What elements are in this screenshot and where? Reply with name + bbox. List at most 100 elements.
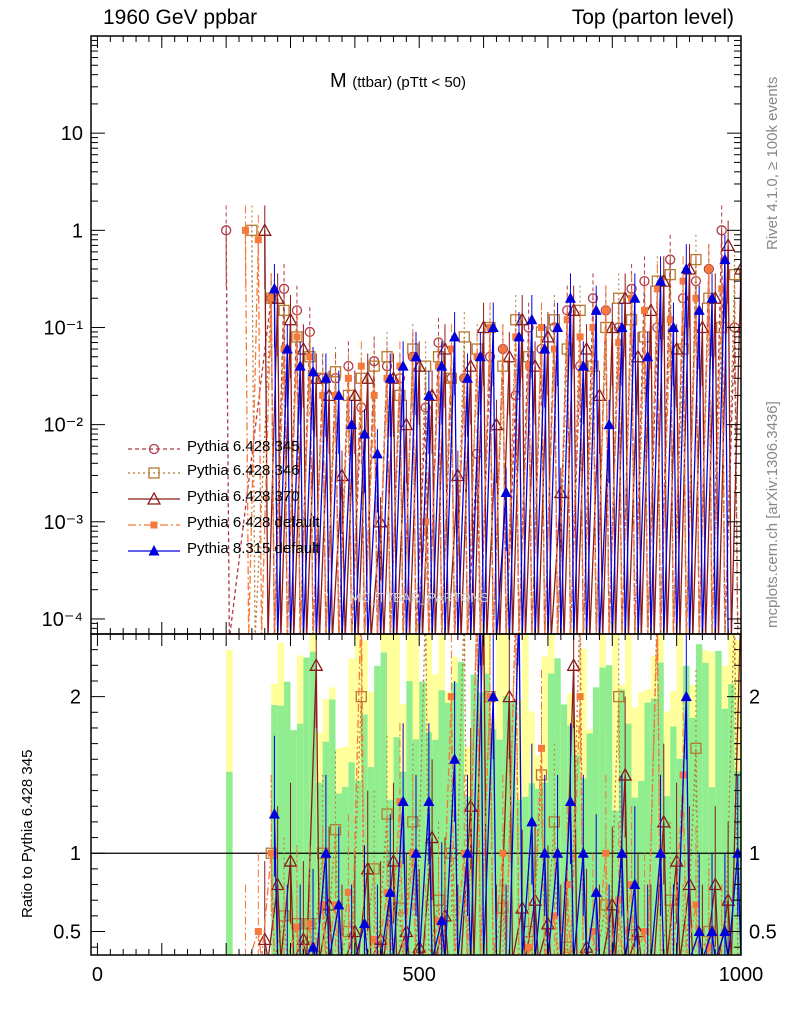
- data-point: [552, 321, 564, 332]
- data-point: [306, 353, 314, 361]
- ratio-data-point: [655, 847, 667, 858]
- y-tick-label: 10⁻⁴: [42, 609, 83, 631]
- data-point: [450, 468, 465, 482]
- band-inner: [599, 667, 606, 955]
- data-point: [474, 350, 486, 362]
- ratio-data-point: [267, 849, 275, 857]
- data-point: [268, 282, 280, 294]
- band-inner: [477, 692, 484, 955]
- data-point: [333, 389, 345, 400]
- data-point: [241, 226, 249, 234]
- legend-label: Pythia 6.428 346: [187, 462, 300, 479]
- data-point: [603, 418, 615, 430]
- ratio-data-point: [616, 847, 628, 858]
- band-inner: [547, 673, 555, 955]
- data-point: [719, 253, 731, 265]
- band-inner: [605, 665, 613, 955]
- band-inner: [650, 698, 658, 955]
- band-inner: [470, 674, 478, 955]
- data-point: [653, 285, 661, 293]
- band-inner: [438, 690, 445, 955]
- data-point: [664, 268, 676, 281]
- data-point: [436, 360, 448, 371]
- ratio-data-point: [548, 816, 561, 828]
- ratio-data-point: [344, 888, 352, 896]
- data-point: [680, 262, 692, 274]
- chart-title-main: M: [330, 70, 347, 92]
- data-point: [499, 345, 507, 353]
- ratio-y-tick-label: 2: [70, 687, 81, 709]
- y-tick-label: 10⁻³: [44, 512, 84, 534]
- energy-label: 1960 GeV ppbar: [103, 6, 258, 29]
- data-point: [257, 222, 272, 236]
- ratio-series-2: [244, 634, 723, 955]
- band-inner: [432, 739, 439, 955]
- data-point: [690, 253, 702, 266]
- ratio-data-point: [319, 901, 327, 909]
- ratio-data-point: [566, 657, 581, 671]
- ratio-data-point: [435, 917, 443, 925]
- ratio-data-point: [370, 935, 378, 943]
- data-point: [254, 236, 262, 244]
- band-inner: [316, 782, 323, 955]
- band-outer: [522, 634, 529, 955]
- ratio-data-point: [613, 690, 625, 703]
- data-point: [283, 312, 298, 326]
- ratio-data-point: [359, 917, 371, 929]
- ratio-data-point: [690, 742, 702, 754]
- band-inner: [663, 796, 671, 955]
- band-inner: [695, 644, 703, 955]
- data-point: [307, 365, 319, 377]
- ratio-y-tick-label-right: 1: [749, 843, 760, 865]
- ratio-data-point: [693, 925, 705, 937]
- data-point: [513, 330, 525, 342]
- series-line: [273, 259, 729, 634]
- data-point: [278, 304, 290, 317]
- band-inner: [586, 733, 593, 955]
- ratio-series-line: [249, 634, 712, 955]
- data-point: [319, 391, 327, 399]
- y-tick-label: 10: [61, 123, 83, 145]
- data-point: [332, 391, 340, 399]
- ratio-data-point: [257, 931, 272, 945]
- data-point: [461, 372, 473, 383]
- data-point: [347, 388, 362, 402]
- ratio-data-point: [502, 689, 517, 703]
- band-inner: [638, 780, 645, 955]
- data-point: [486, 323, 494, 331]
- y-tick-label: 10⁻¹: [44, 317, 84, 339]
- ratio-series-line: [273, 634, 741, 955]
- ratio-data-point: [577, 847, 589, 858]
- band-inner: [721, 708, 729, 955]
- band-inner: [502, 696, 510, 955]
- ratio-data-point: [705, 943, 713, 951]
- data-point: [679, 277, 687, 285]
- ratio-y-axis-label: Ratio to Pythia 6.428 345: [19, 749, 36, 918]
- process-label: Top (parton level): [571, 6, 734, 29]
- analysis-watermark: MC_TTBAR_PARTONS: [350, 590, 489, 605]
- ratio-data-point: [396, 798, 404, 806]
- data-point: [370, 391, 378, 399]
- data-point: [525, 362, 533, 370]
- data-point: [666, 316, 674, 324]
- legend-label: Pythia 6.428 default: [187, 514, 320, 531]
- ratio-panel-frame: [90, 633, 742, 956]
- band-inner: [309, 651, 317, 955]
- ratio-data-point: [525, 943, 533, 951]
- series-3: [241, 205, 726, 634]
- ratio-data-point: [563, 881, 571, 889]
- legend-label: Pythia 6.428 370: [187, 488, 300, 505]
- data-point: [539, 343, 551, 354]
- ratio-series-line: [264, 634, 741, 955]
- data-point: [344, 374, 352, 382]
- data-point: [460, 374, 468, 382]
- ratio-y-tick-label: 0.5: [53, 922, 81, 944]
- data-point: [590, 304, 602, 315]
- data-point: [334, 468, 350, 482]
- band-inner: [496, 739, 503, 955]
- ratio-data-point: [283, 853, 298, 867]
- band-inner: [296, 723, 304, 955]
- data-point: [576, 333, 584, 341]
- ratio-data-point: [447, 693, 455, 701]
- ratio-data-point: [309, 657, 324, 671]
